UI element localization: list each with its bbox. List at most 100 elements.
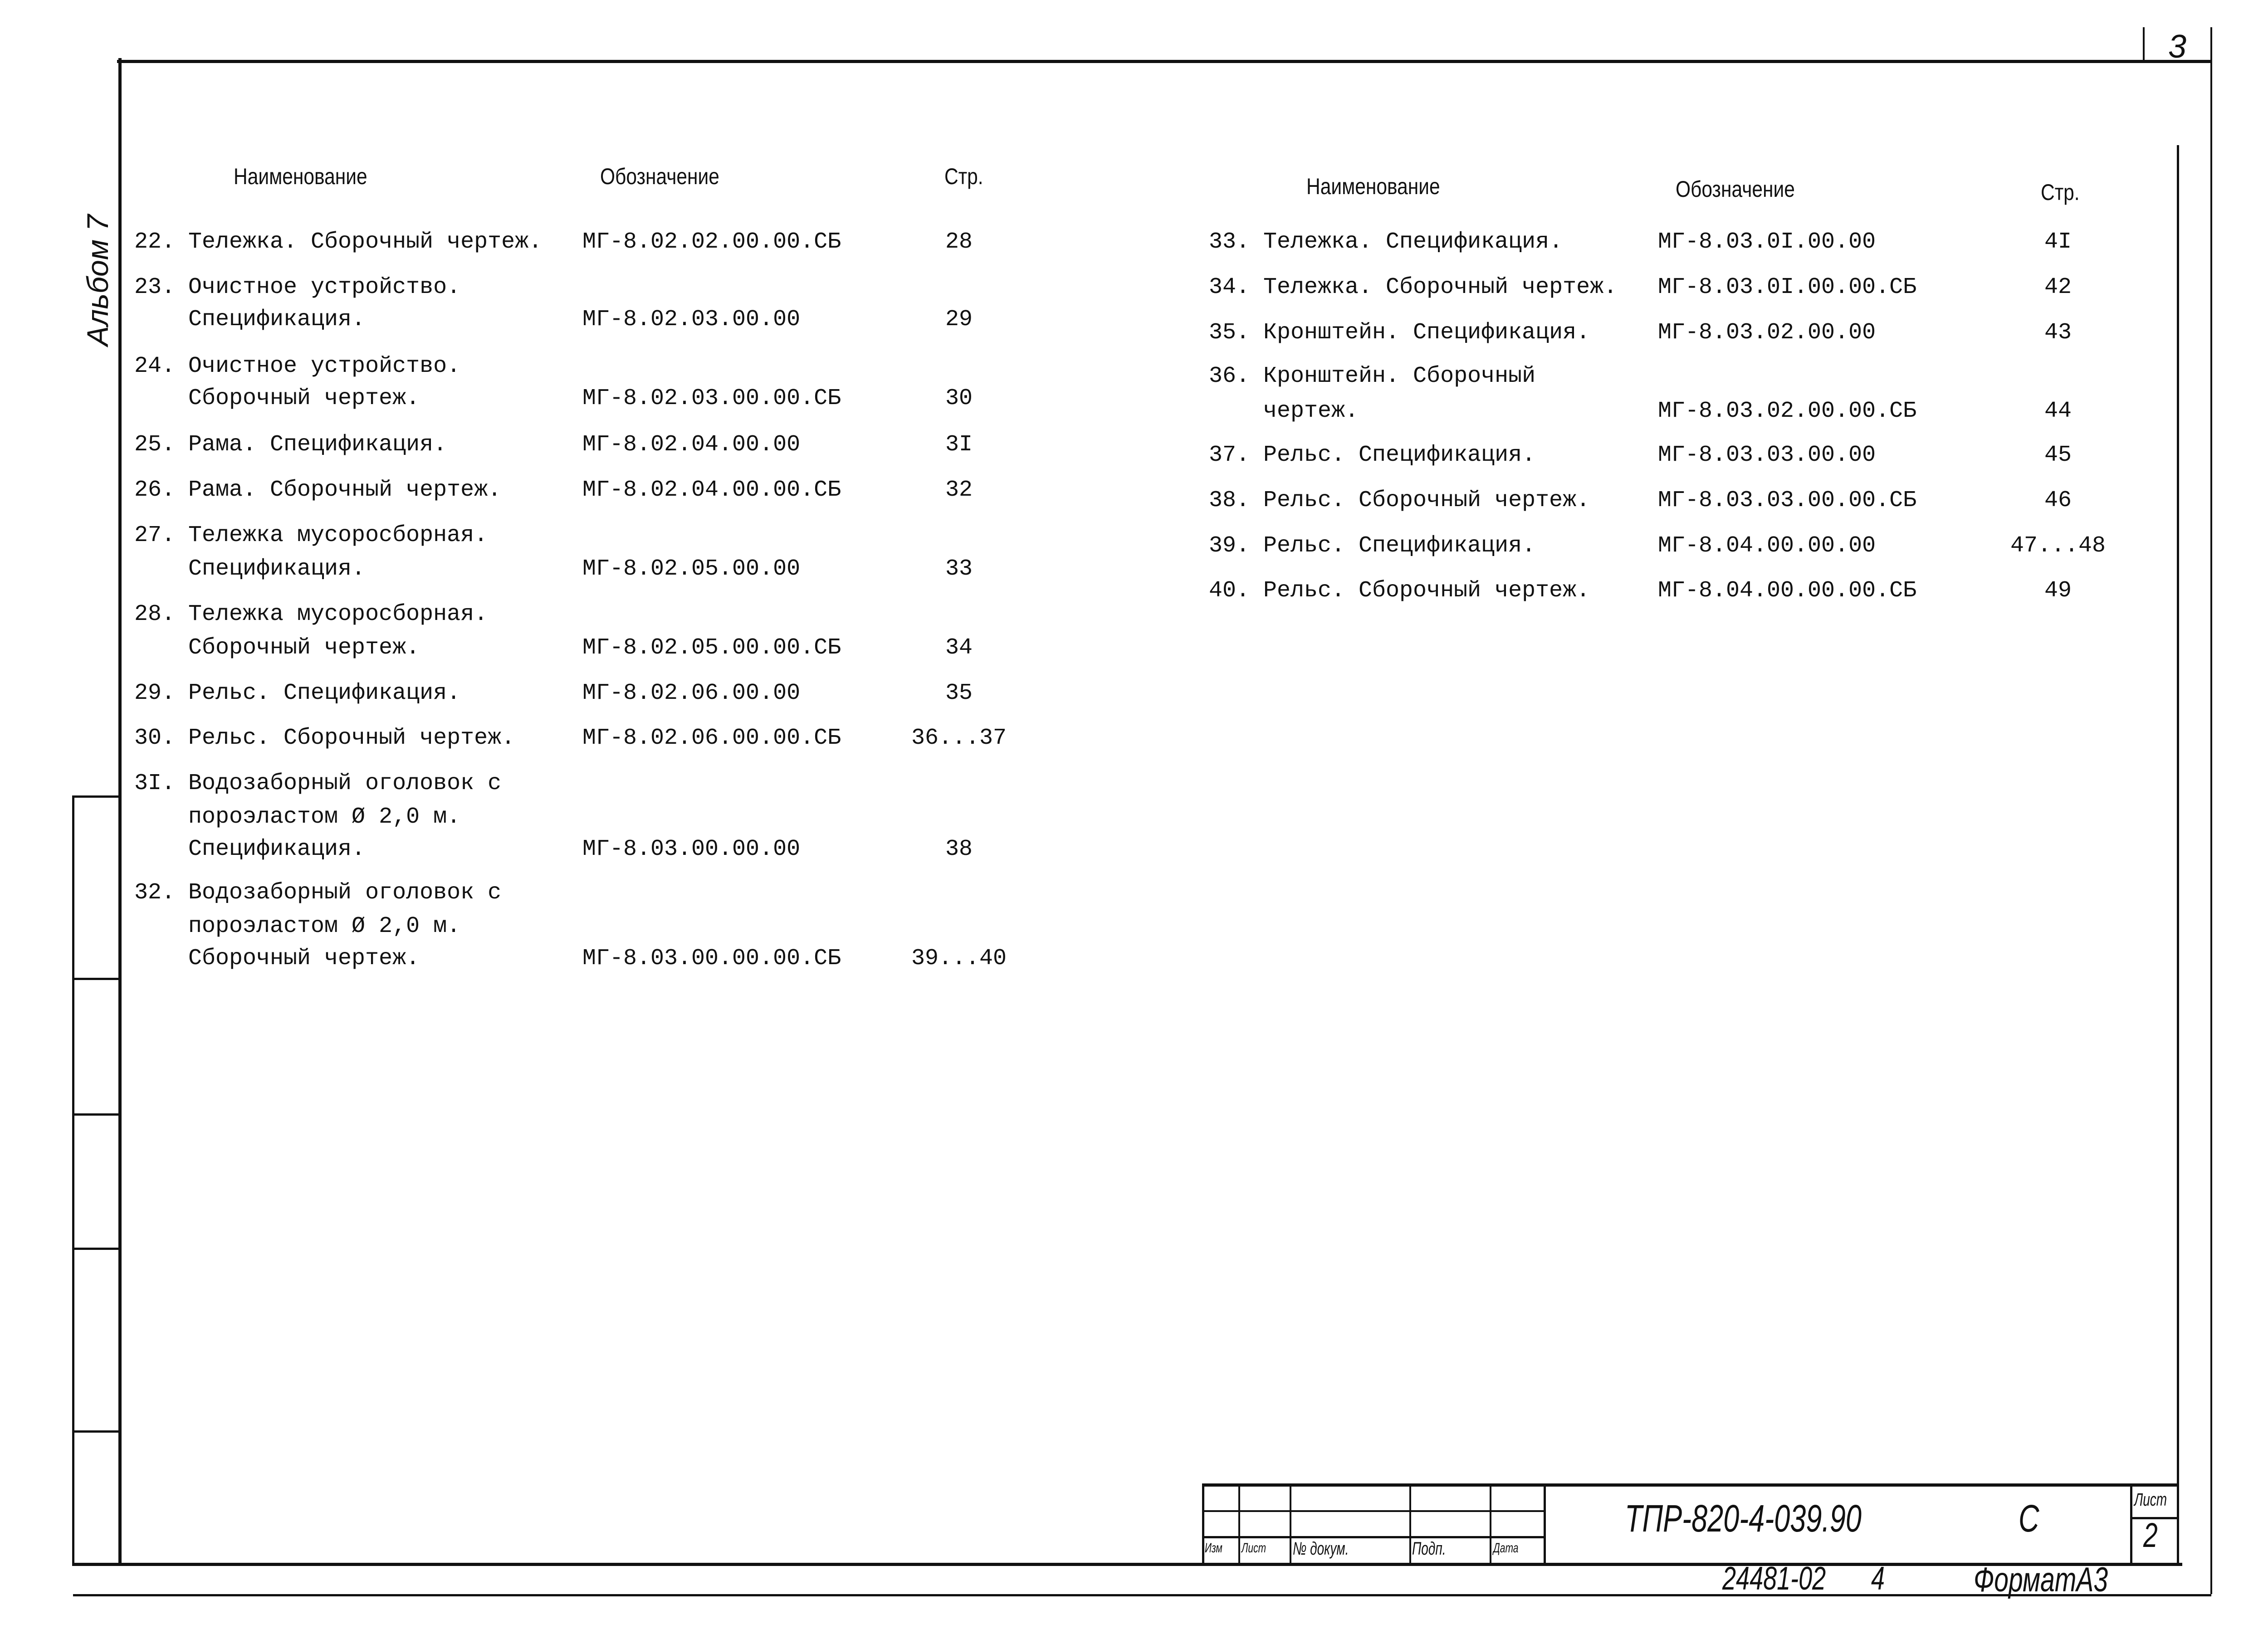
row-designation: МГ-8.03.02.00.00 bbox=[1658, 320, 1876, 346]
frame-left-line bbox=[118, 58, 122, 1566]
row-page: 39...40 bbox=[911, 946, 1007, 971]
row-designation: МГ-8.02.03.00.00.СБ bbox=[582, 385, 841, 411]
row-name-line: пороэластом Ø 2,0 м. bbox=[188, 804, 461, 830]
tb-col bbox=[1544, 1484, 1546, 1565]
row-name-line: Сборочный чертеж. bbox=[188, 946, 420, 971]
label-doc-no: № докум. bbox=[1293, 1539, 1349, 1559]
row-number: 40. bbox=[1209, 578, 1250, 604]
right-header-designation: Обозначение bbox=[1676, 176, 1795, 202]
row-name-line: Рама. Сборочный чертеж. bbox=[188, 477, 502, 503]
row-page: 44 bbox=[2044, 398, 2072, 424]
tb-row bbox=[1203, 1510, 1545, 1512]
inventory-number: 24481-02 bbox=[1722, 1561, 1826, 1597]
row-designation: МГ-8.03.0I.00.00 bbox=[1658, 229, 1876, 255]
row-name-line: Тележка мусоросборная. bbox=[188, 601, 488, 627]
row-designation: МГ-8.03.0I.00.00.СБ bbox=[1658, 274, 1917, 300]
row-page: 38 bbox=[945, 836, 973, 862]
row-designation: МГ-8.03.00.00.00.СБ bbox=[582, 946, 841, 971]
row-page: 32 bbox=[945, 477, 973, 503]
row-number: 39. bbox=[1209, 533, 1250, 559]
row-page: 45 bbox=[2044, 442, 2072, 468]
row-designation: МГ-8.02.03.00.00 bbox=[582, 307, 801, 332]
row-designation: МГ-8.02.06.00.00.СБ bbox=[582, 725, 841, 751]
left-header-name: Наименование bbox=[234, 164, 367, 189]
tb-row bbox=[1203, 1536, 1545, 1538]
row-name-line: чертеж. bbox=[1263, 398, 1359, 424]
row-name-line: Сборочный чертеж. bbox=[188, 385, 420, 411]
frame-bottom-line bbox=[73, 1563, 2182, 1566]
row-page: 42 bbox=[2044, 274, 2072, 300]
row-name-line: Спецификация. bbox=[188, 307, 366, 332]
row-name-line: Очистное устройство. bbox=[188, 274, 461, 300]
row-number: 28. bbox=[134, 601, 176, 627]
sheet-number: 2 bbox=[2143, 1516, 2158, 1555]
row-name-line: Рельс. Спецификация. bbox=[1263, 442, 1536, 468]
row-designation: МГ-8.02.06.00.00 bbox=[582, 680, 801, 706]
row-name-line: Спецификация. bbox=[188, 836, 366, 862]
format-label: ФорматА3 bbox=[1974, 1561, 2108, 1599]
row-number: 3I. bbox=[134, 771, 176, 796]
row-page: 43 bbox=[2044, 320, 2072, 346]
row-name-line: Кронштейн. Сборочный bbox=[1263, 363, 1536, 389]
row-page: 33 bbox=[945, 556, 973, 582]
left-header-designation: Обозначение bbox=[600, 164, 719, 189]
row-number: 25. bbox=[134, 432, 176, 458]
side-stamp-divider bbox=[73, 795, 120, 798]
row-number: 30. bbox=[134, 725, 176, 751]
sheet-label: Лист bbox=[2134, 1490, 2167, 1510]
row-page: 47...48 bbox=[2010, 533, 2106, 559]
row-page: 34 bbox=[945, 635, 973, 661]
tb-col bbox=[1490, 1484, 1491, 1565]
row-designation: МГ-8.03.03.00.00 bbox=[1658, 442, 1876, 468]
row-number: 24. bbox=[134, 353, 176, 379]
row-name-line: Рельс. Спецификация. bbox=[1263, 533, 1536, 559]
row-name-line: Рельс. Сборочный чертеж. bbox=[1263, 488, 1590, 513]
row-name-line: Очистное устройство. bbox=[188, 353, 461, 379]
row-page: 29 bbox=[945, 307, 973, 332]
row-designation: МГ-8.02.05.00.00.СБ bbox=[582, 635, 841, 661]
side-stamp-divider bbox=[73, 1248, 120, 1250]
row-number: 35. bbox=[1209, 320, 1250, 346]
side-stamp-divider bbox=[73, 1430, 120, 1433]
row-number: 32. bbox=[134, 880, 176, 906]
row-number: 29. bbox=[134, 680, 176, 706]
row-designation: МГ-8.02.02.00.00.СБ bbox=[582, 229, 841, 255]
frame-right-line bbox=[2177, 145, 2179, 1565]
row-designation: МГ-8.02.04.00.00 bbox=[582, 432, 801, 458]
row-designation: МГ-8.04.00.00.00 bbox=[1658, 533, 1876, 559]
row-page: 49 bbox=[2044, 578, 2072, 604]
tb-left bbox=[1202, 1483, 1204, 1565]
row-name-line: Кронштейн. Спецификация. bbox=[1263, 320, 1590, 346]
row-number: 26. bbox=[134, 477, 176, 503]
row-name-line: Рама. Спецификация. bbox=[188, 432, 447, 458]
row-name-line: Водозаборный оголовок с bbox=[188, 880, 502, 906]
row-name-line: Водозаборный оголовок с bbox=[188, 771, 502, 796]
label-list: Лист bbox=[1242, 1541, 1266, 1556]
row-designation: МГ-8.03.03.00.00.СБ bbox=[1658, 488, 1917, 513]
side-stamp-text: Альбом 7 bbox=[81, 214, 114, 346]
row-name-line: Тележка мусоросборная. bbox=[188, 522, 488, 548]
row-number: 22. bbox=[134, 229, 176, 255]
side-stamp-divider bbox=[73, 1113, 120, 1116]
document-code: ТПР-820-4-039.90 bbox=[1625, 1497, 1862, 1540]
left-header-page: Стр. bbox=[944, 164, 983, 189]
row-designation: МГ-8.02.04.00.00.СБ bbox=[582, 477, 841, 503]
row-designation: МГ-8.02.05.00.00 bbox=[582, 556, 801, 582]
row-number: 33. bbox=[1209, 229, 1250, 255]
tb-col bbox=[2130, 1484, 2132, 1565]
side-stamp-line bbox=[72, 795, 74, 1566]
row-page: 30 bbox=[945, 385, 973, 411]
row-name-line: пороэластом Ø 2,0 м. bbox=[188, 913, 461, 939]
row-name-line: Спецификация. bbox=[188, 556, 366, 582]
row-number: 36. bbox=[1209, 363, 1250, 389]
tb-top bbox=[1203, 1483, 2179, 1487]
row-designation: МГ-8.04.00.00.00.СБ bbox=[1658, 578, 1917, 604]
row-page: 4I bbox=[2044, 229, 2072, 255]
label-date: Дата bbox=[1493, 1541, 1519, 1556]
row-number: 27. bbox=[134, 522, 176, 548]
row-designation: МГ-8.03.02.00.00.СБ bbox=[1658, 398, 1917, 424]
label-izm: Изм bbox=[1205, 1541, 1222, 1556]
row-name-line: Сборочный чертеж. bbox=[188, 635, 420, 661]
document-letter: С bbox=[2019, 1497, 2039, 1540]
outer-bottom-line bbox=[73, 1594, 2211, 1596]
